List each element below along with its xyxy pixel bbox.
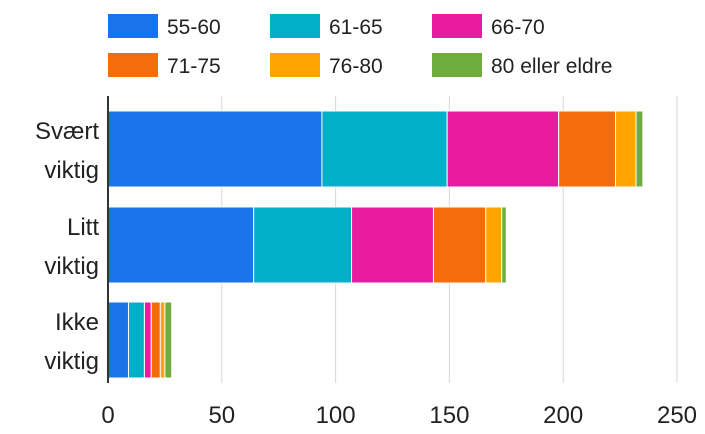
x-tick-label: 0 xyxy=(101,402,114,429)
bar-segment xyxy=(164,301,173,379)
bar-segment xyxy=(485,206,503,284)
category-label: viktig xyxy=(44,253,99,280)
category-label: Ikke xyxy=(55,309,99,336)
bar-segment xyxy=(107,206,255,284)
x-tick-label: 50 xyxy=(208,402,235,429)
legend-swatch xyxy=(270,14,320,38)
x-tick-label: 100 xyxy=(316,402,356,429)
x-tick-label: 150 xyxy=(429,402,469,429)
legend-swatch xyxy=(108,53,158,77)
category-label: Svært xyxy=(35,118,99,145)
x-tick-label: 200 xyxy=(543,402,583,429)
bar-segment xyxy=(150,301,161,379)
legend-swatch xyxy=(270,53,320,77)
bar-segment xyxy=(107,110,323,188)
category-label: viktig xyxy=(44,348,99,375)
legend-label: 71-75 xyxy=(167,55,221,78)
legend-swatch xyxy=(108,14,158,38)
legend-label: 80 eller eldre xyxy=(491,55,612,78)
bar-segment xyxy=(351,206,434,284)
legend-label: 66-70 xyxy=(491,16,545,39)
category-label: viktig xyxy=(44,157,99,184)
legend-label: 61-65 xyxy=(329,16,383,39)
bar-segment xyxy=(558,110,617,188)
bar-segment xyxy=(446,110,560,188)
x-tick-label: 250 xyxy=(657,402,697,429)
legend-swatch xyxy=(432,14,482,38)
bar-segment xyxy=(127,301,145,379)
bar-segment xyxy=(143,301,152,379)
legend-swatch xyxy=(432,53,482,77)
bar-segment xyxy=(321,110,448,188)
bar-segment xyxy=(253,206,353,284)
bar-segment xyxy=(107,301,129,379)
bar-segment xyxy=(159,301,166,379)
category-label: Litt xyxy=(67,214,99,241)
legend-label: 76-80 xyxy=(329,55,383,78)
bar-segment xyxy=(635,110,644,188)
bar-segment xyxy=(432,206,487,284)
legend-label: 55-60 xyxy=(167,16,221,39)
bar-segment xyxy=(615,110,637,188)
bar-segment xyxy=(501,206,507,284)
